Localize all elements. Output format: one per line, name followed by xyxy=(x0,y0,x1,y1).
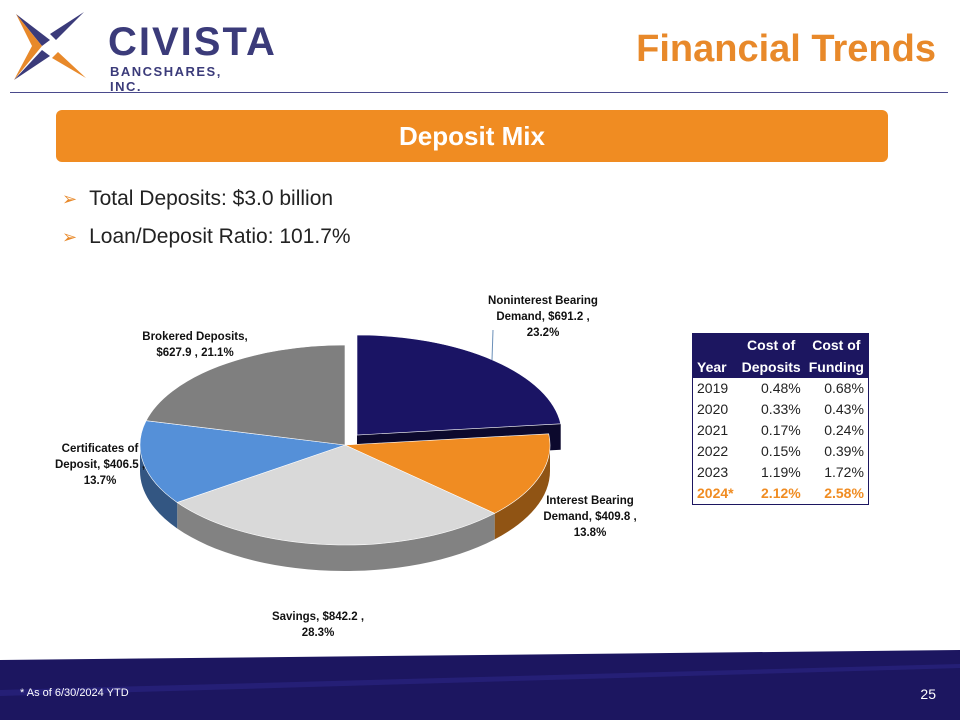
table-cell: 2019 xyxy=(697,380,729,396)
table-row: 2020 0.33% 0.43% xyxy=(693,399,869,420)
table-row: 2023 1.19% 1.72% xyxy=(693,462,869,483)
pie-label-3: Certificates of Deposit, $406.5 , 13.7% xyxy=(55,443,145,487)
table-row: 2019 0.48% 0.68% xyxy=(693,378,869,399)
bullet-list: ➢ Total Deposits: $3.0 billion ➢ Loan/De… xyxy=(62,180,351,256)
company-logo: CIVISTA BANCSHARES, INC. xyxy=(12,10,275,94)
table-cell: 1.72% xyxy=(824,464,864,480)
table-header-row: Year Deposits Funding xyxy=(692,356,869,378)
pie-slice-0 xyxy=(356,334,562,436)
pie-slice-1 xyxy=(344,433,551,514)
section-banner: Deposit Mix xyxy=(56,110,888,162)
table-cell: 2020 xyxy=(697,401,729,417)
pie-label-4: Brokered Deposits, $627.9 , 21.1% xyxy=(142,331,247,359)
table-row-highlighted: 2024* 2.12% 2.58% xyxy=(693,483,869,505)
pie-slice-side-2 xyxy=(177,502,495,571)
title-divider xyxy=(10,92,948,93)
arrow-bullet-icon: ➢ xyxy=(62,189,78,209)
table-cell: 0.43% xyxy=(824,401,864,417)
pie-slice-3 xyxy=(139,420,346,503)
bullet-text: Total Deposits: $3.0 billion xyxy=(89,187,334,210)
cost-of-funds-table: Cost of Cost of Year Deposits Funding 20… xyxy=(692,333,869,505)
table-row: 2021 0.17% 0.24% xyxy=(693,420,869,441)
table-cell: 0.48% xyxy=(761,380,801,396)
header-cell: Cost of xyxy=(737,333,805,356)
bullet-item: ➢ Total Deposits: $3.0 billion xyxy=(62,180,351,218)
header-cell xyxy=(692,333,738,356)
header-cell: Cost of xyxy=(804,333,869,356)
slide-title: Financial Trends xyxy=(636,28,936,70)
table-cell: 1.19% xyxy=(761,464,801,480)
pie-label-1: Interest Bearing Demand, $409.8 , 13.8% xyxy=(543,495,636,539)
page-number: 25 xyxy=(920,686,936,702)
bullet-text: Loan/Deposit Ratio: 101.7% xyxy=(89,225,351,248)
pie-label-0: Noninterest Bearing Demand, $691.2 , 23.2% xyxy=(488,295,598,339)
arrow-bullet-icon: ➢ xyxy=(62,227,78,247)
header-cell: Year xyxy=(692,356,738,378)
header-cell: Funding xyxy=(804,356,869,378)
table-cell: 0.33% xyxy=(761,401,801,417)
table-cell: 2.58% xyxy=(824,485,864,501)
pie-slice-side-1 xyxy=(494,445,550,540)
table-cell: 0.17% xyxy=(761,422,801,438)
pie-slice-4 xyxy=(145,344,346,446)
table-cell: 0.39% xyxy=(824,443,864,459)
table-header-row: Cost of Cost of xyxy=(692,333,869,356)
bullet-item: ➢ Loan/Deposit Ratio: 101.7% xyxy=(62,218,351,256)
table-cell: 0.15% xyxy=(761,443,801,459)
pie-slice-2 xyxy=(176,444,496,546)
table-cell: 0.68% xyxy=(824,380,864,396)
brand-subtitle: BANCSHARES, INC. xyxy=(110,64,222,94)
deposit-mix-pie-chart: Noninterest Bearing Demand, $691.2 , 23.2%… xyxy=(55,295,637,639)
footer-band xyxy=(0,650,960,720)
table-cell: 2.12% xyxy=(761,485,801,501)
table-cell: 2022 xyxy=(697,443,729,459)
table-cell: 2024* xyxy=(697,485,734,501)
header-cell: Deposits xyxy=(737,356,805,378)
table-cell: 0.24% xyxy=(824,422,864,438)
brand-name: CIVISTA xyxy=(108,20,277,64)
table-cell: 2021 xyxy=(697,422,729,438)
footnote: * As of 6/30/2024 YTD xyxy=(20,687,129,699)
table-cell: 2023 xyxy=(697,464,729,480)
pie-label-2: Savings, $842.2 , 28.3% xyxy=(272,611,364,639)
civista-star-icon xyxy=(14,12,86,80)
table-row: 2022 0.15% 0.39% xyxy=(693,441,869,462)
leader-line-0 xyxy=(491,329,494,361)
